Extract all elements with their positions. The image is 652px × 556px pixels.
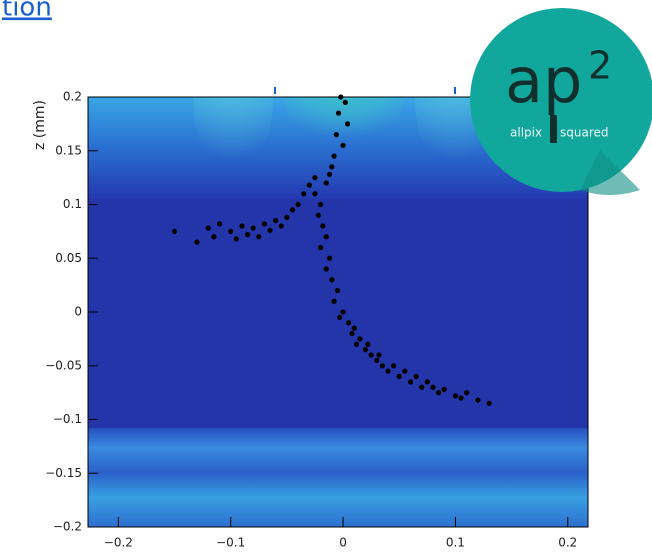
logo-circle	[470, 8, 652, 192]
y-tick-label: 0	[74, 305, 82, 319]
point	[396, 373, 402, 380]
y-tick-label: −0.05	[45, 358, 82, 372]
point	[379, 363, 385, 369]
point	[344, 121, 351, 127]
point	[205, 225, 211, 231]
point	[368, 352, 374, 358]
x-tick-label: 0	[339, 536, 347, 550]
point	[323, 266, 329, 272]
point	[475, 397, 481, 403]
point	[337, 314, 343, 320]
y-tick-label: −0.2	[53, 520, 82, 534]
point	[365, 341, 371, 347]
point	[430, 384, 436, 390]
point	[419, 384, 425, 390]
logo-shadow	[580, 150, 640, 196]
y-tick-label: 0.15	[55, 143, 82, 157]
point	[317, 244, 324, 251]
point	[228, 228, 234, 234]
logo-bar	[550, 115, 557, 143]
point	[312, 191, 318, 197]
x-tick-label: 0.1	[446, 536, 465, 550]
point	[334, 287, 341, 294]
point	[326, 255, 333, 261]
logo-right: squared	[560, 126, 609, 140]
point	[353, 341, 360, 347]
point	[317, 201, 324, 208]
logo: ap 2 allpix squared	[470, 8, 652, 196]
slide-title: tion	[2, 0, 52, 23]
point	[323, 180, 329, 186]
point	[301, 191, 307, 197]
point	[320, 223, 326, 229]
point	[351, 325, 357, 331]
point	[329, 277, 335, 283]
point	[340, 309, 346, 315]
point	[331, 298, 337, 304]
point	[391, 363, 397, 369]
point	[407, 379, 414, 385]
point	[435, 390, 442, 396]
point	[239, 223, 245, 229]
x-tick-label: −0.1	[216, 536, 245, 550]
point	[376, 352, 382, 358]
point	[333, 132, 339, 138]
point	[357, 336, 363, 342]
point	[194, 239, 200, 245]
point	[349, 330, 355, 337]
point	[244, 232, 251, 238]
point	[335, 110, 342, 116]
point	[342, 99, 348, 105]
y-tick-label: 0.05	[55, 251, 82, 265]
point	[289, 207, 296, 213]
point	[278, 223, 284, 229]
point	[171, 228, 178, 234]
point	[374, 357, 380, 363]
point	[295, 201, 301, 208]
point	[458, 395, 464, 401]
x-tick-label: −0.2	[104, 536, 133, 550]
point	[402, 368, 408, 374]
point	[211, 234, 217, 240]
point	[452, 393, 459, 399]
point	[486, 400, 492, 406]
logo-superscript: 2	[588, 44, 612, 88]
point	[326, 171, 333, 177]
point	[284, 214, 290, 220]
y-tick-label: 0.2	[63, 90, 82, 104]
point	[464, 390, 470, 396]
logo-mark: ap	[505, 44, 582, 117]
y-tick-label: 0.1	[63, 197, 82, 211]
x-tick-label: 0.2	[558, 536, 577, 550]
point	[256, 234, 262, 240]
y-tick-label: −0.15	[45, 466, 82, 480]
point	[329, 164, 335, 170]
point	[250, 225, 256, 231]
point	[424, 379, 430, 385]
point	[362, 347, 369, 353]
y-tick-label: −0.1	[53, 412, 82, 426]
point	[413, 373, 419, 380]
point	[323, 234, 329, 240]
point	[261, 221, 268, 227]
point	[315, 212, 321, 218]
point	[346, 320, 352, 326]
point	[441, 386, 447, 392]
point	[331, 153, 337, 159]
point	[233, 236, 239, 242]
point	[340, 142, 346, 148]
point	[216, 221, 223, 227]
logo-left: allpix	[510, 126, 542, 140]
point	[273, 218, 279, 224]
point	[385, 368, 391, 374]
y-axis-label: z (mm)	[32, 100, 48, 150]
point	[312, 175, 318, 181]
point	[338, 94, 344, 100]
point	[306, 182, 312, 188]
point	[267, 227, 273, 233]
